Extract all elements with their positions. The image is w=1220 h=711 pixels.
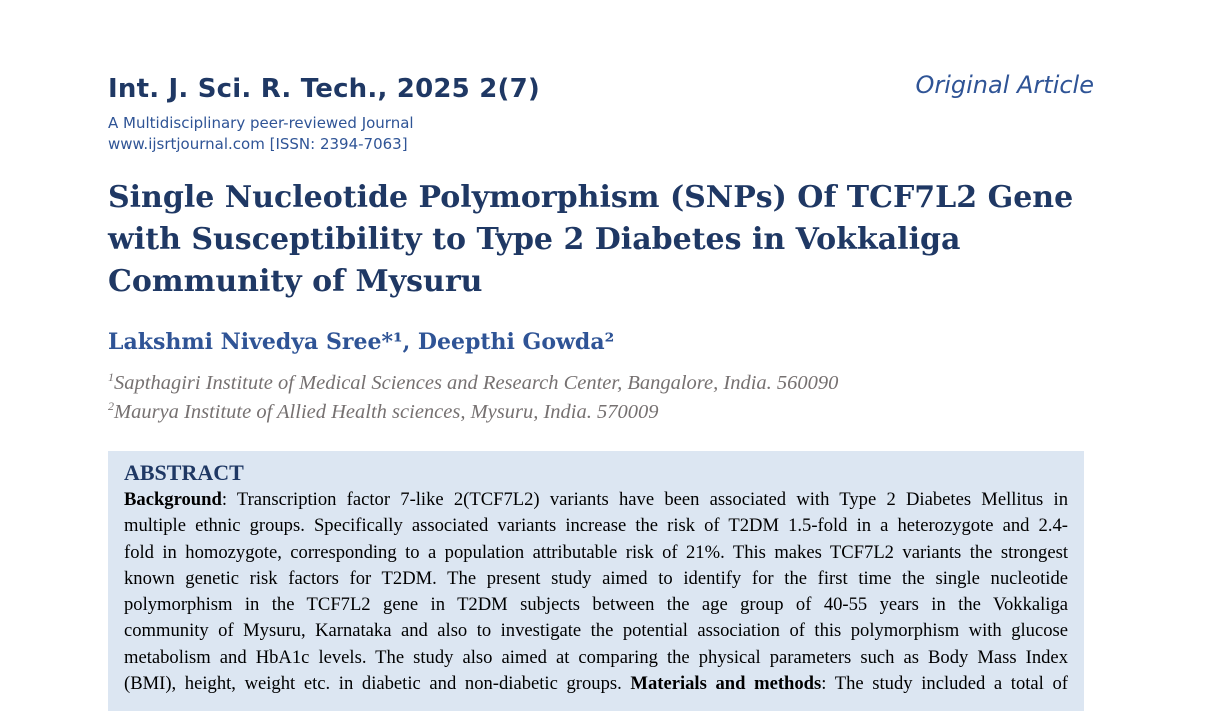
journal-subtitle: A Multidisciplinary peer-reviewed Journa… bbox=[108, 114, 414, 132]
abstract-line: multiple ethnic groups. Specifically ass… bbox=[124, 515, 1068, 537]
abstract-line-text: (BMI), height, weight etc. in diabetic a… bbox=[124, 673, 631, 695]
background-label: Background bbox=[124, 489, 222, 510]
abstract-line: polymorphism in the TCF7L2 gene in T2DM … bbox=[124, 594, 1068, 616]
affiliation-2: 2Maurya Institute of Allied Health scien… bbox=[108, 399, 659, 424]
affiliation-mark: 2 bbox=[108, 399, 114, 413]
affiliation-mark: 1 bbox=[108, 370, 114, 384]
abstract-line: community of Mysuru, Karnataka and also … bbox=[124, 620, 1068, 642]
paper-title-line: with Susceptibility to Type 2 Diabetes i… bbox=[108, 222, 961, 257]
journal-citation: Int. J. Sci. R. Tech., 2025 2(7) bbox=[108, 74, 540, 104]
paper-title: Single Nucleotide Polymorphism (SNPs) Of… bbox=[108, 177, 1098, 303]
abstract-line: metabolism and HbA1c levels. The study a… bbox=[124, 646, 1068, 668]
journal-url-issn[interactable]: www.ijsrtjournal.com [ISSN: 2394-7063] bbox=[108, 135, 408, 153]
affiliation-text: Sapthagiri Institute of Medical Sciences… bbox=[114, 372, 839, 394]
paper-title-line: Single Nucleotide Polymorphism (SNPs) Of… bbox=[108, 180, 1074, 215]
abstract-box: ABSTRACT Background: Transcription facto… bbox=[108, 451, 1084, 711]
author-list: Lakshmi Nivedya Sree*¹, Deepthi Gowda² bbox=[108, 329, 615, 355]
abstract-line: fold in homozygote, corresponding to a p… bbox=[124, 541, 1068, 563]
abstract-line: (BMI), height, weight etc. in diabetic a… bbox=[124, 671, 1068, 697]
affiliation-1: 1Sapthagiri Institute of Medical Science… bbox=[108, 370, 838, 395]
abstract-line: Background: Transcription factor 7-like … bbox=[124, 487, 1068, 513]
abstract-body: Background: Transcription factor 7-like … bbox=[124, 487, 1068, 697]
abstract-line-text: : Transcription factor 7-like 2(TCF7L2) … bbox=[221, 489, 1068, 510]
methods-label: Materials and methods bbox=[630, 673, 822, 695]
methods-text: : The study included a total of bbox=[821, 673, 1068, 695]
article-type-label: Original Article bbox=[915, 71, 1094, 99]
paper-title-line: Community of Mysuru bbox=[108, 264, 483, 299]
abstract-heading: ABSTRACT bbox=[124, 460, 244, 485]
abstract-line: known genetic risk factors for T2DM. The… bbox=[124, 567, 1068, 589]
affiliation-text: Maurya Institute of Allied Health scienc… bbox=[114, 401, 659, 423]
